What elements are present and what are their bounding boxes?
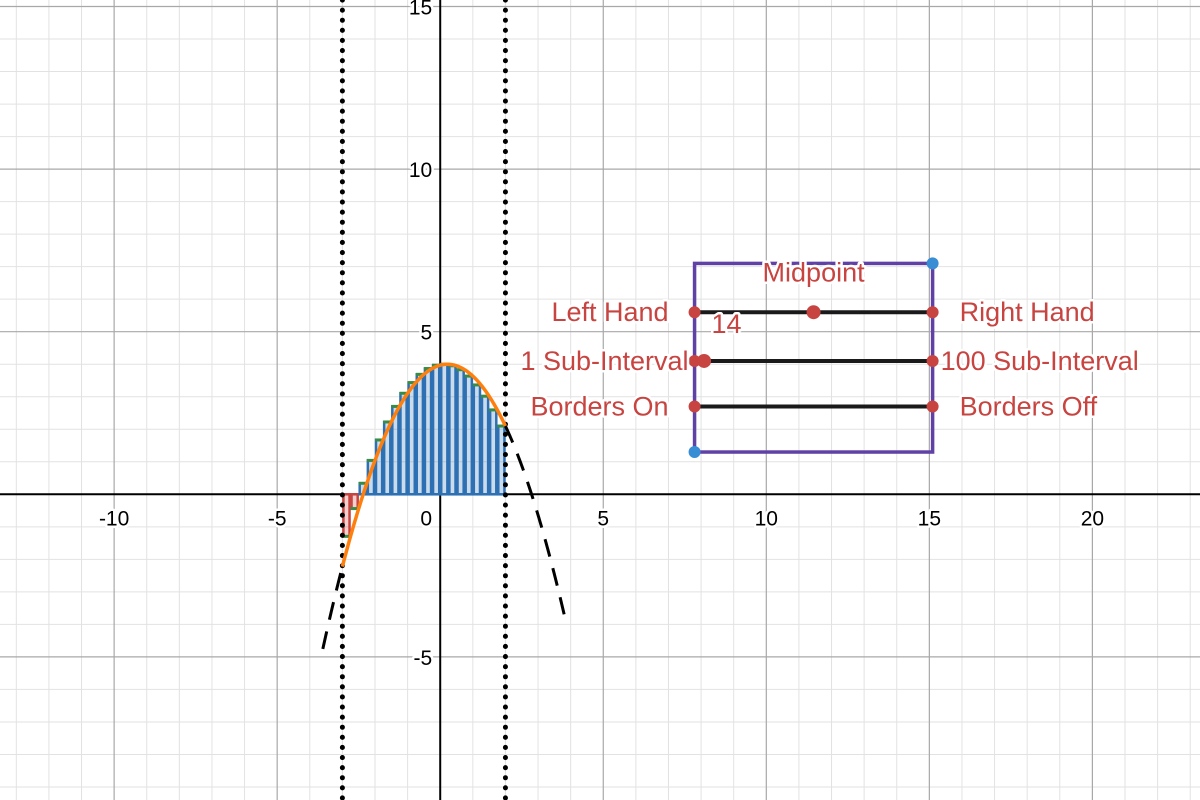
control-panel-title: Midpoint [763,257,866,287]
tick-labels: -10 -5 0 5 10 15 20 -5 5 10 15 [96,0,1106,672]
y-tick-label: 10 [409,159,432,182]
slider-left-label: 1 Sub-Interval [520,346,688,376]
slider-right-label: Right Hand [960,297,1095,327]
slider-handle[interactable] [697,353,712,368]
slider-handle[interactable] [806,305,821,320]
riemann-rectangle [480,394,490,496]
slider-endpoint [926,306,939,319]
riemann-rectangle [407,381,417,496]
x-tick-label: 20 [1081,507,1104,530]
riemann-rectangle [439,362,449,496]
slider-endpoint [688,400,701,413]
riemann-rectangle [431,363,441,496]
slider-right-label: Borders Off [960,392,1098,422]
riemann-rectangle [488,408,498,496]
x-tick-label: 5 [597,507,609,530]
riemann-rectangle [399,392,408,496]
x-tick-label: 10 [755,507,778,530]
slider-endpoint [688,354,701,367]
y-tick-label: -5 [414,647,433,670]
subinterval-readout: 14 [712,309,742,339]
function-extension-dashed [321,425,566,650]
riemann-rectangle [448,364,457,496]
riemann-rectangle [350,493,359,510]
x-tick-label: 0 [420,507,432,530]
frame-corner-handle[interactable] [688,446,701,459]
slider-endpoint [688,306,701,319]
function-curve-path [340,362,508,567]
function-extension-left [321,566,344,650]
riemann-rectangle [456,368,465,496]
riemann-rectangles [342,362,506,538]
function-curve [340,362,508,567]
slider-right-label: 100 Sub-Interval [941,346,1139,376]
y-tick-label: 15 [409,0,432,20]
x-tick-label: -10 [99,507,129,530]
slider-endpoint [926,400,939,413]
frame-corner-handle[interactable] [926,257,939,270]
function-extension-right [504,425,566,615]
riemann-rectangle [472,383,482,496]
interval-bound-lines [339,0,508,800]
slider-left-label: Left Hand [551,297,668,327]
riemann-rectangle [464,374,474,496]
control-panel: Midpoint Left Hand Right Hand 1 Sub-Interva… [518,255,1141,459]
riemann-rectangle [415,373,425,496]
y-tick-label: 5 [421,322,433,345]
riemann-rectangle [423,367,433,496]
x-tick-label: 15 [918,507,941,530]
slider-endpoint [926,354,939,367]
slider-left-label: Borders On [531,392,669,422]
x-tick-label: -5 [268,507,287,530]
